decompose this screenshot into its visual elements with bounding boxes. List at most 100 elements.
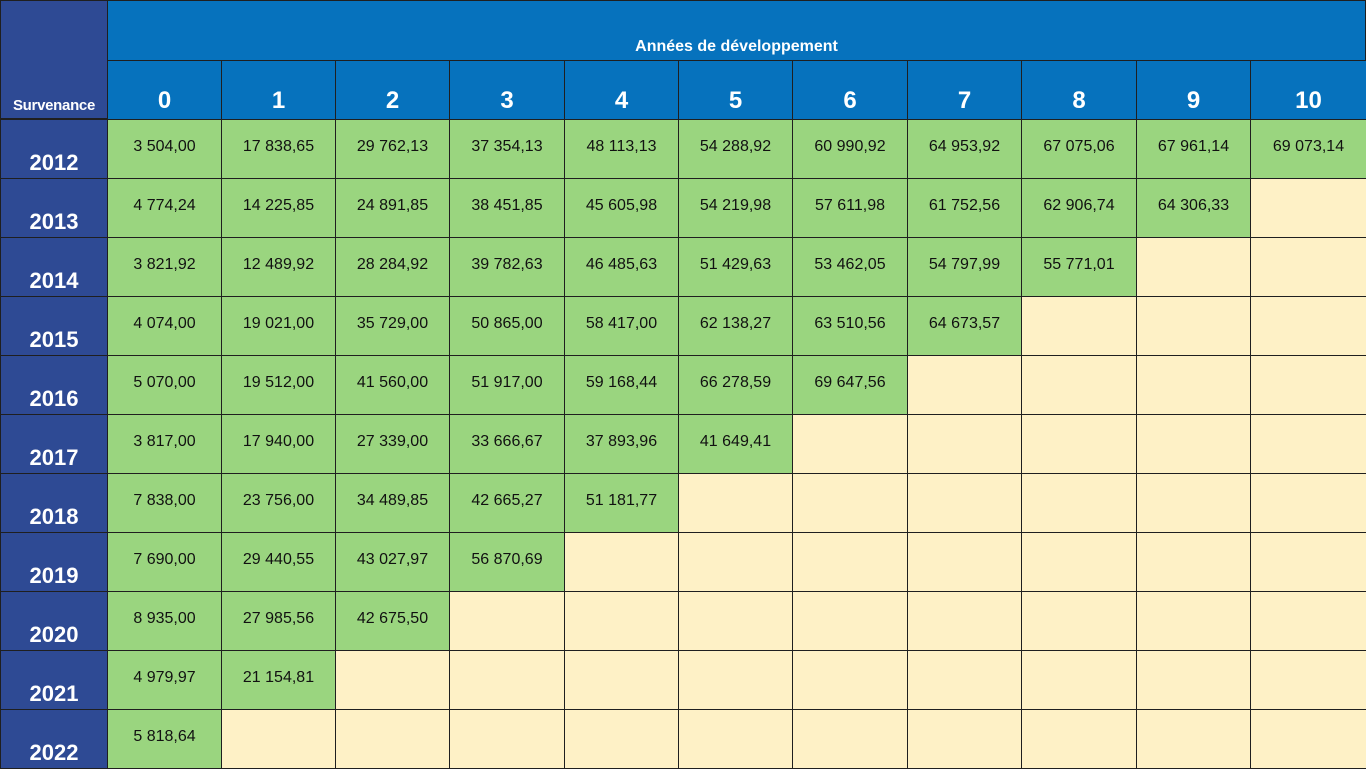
- triangle-value-cell: 12 489,92: [221, 237, 336, 297]
- triangle-value-cell: 54 219,98: [678, 178, 793, 238]
- row-header-2016: 2016: [0, 355, 108, 415]
- empty-cell: [1136, 355, 1251, 415]
- row-header-2021: 2021: [0, 650, 108, 710]
- column-header-6: 6: [792, 60, 908, 120]
- triangle-value-cell: 17 838,65: [221, 119, 336, 179]
- empty-cell: [1250, 414, 1366, 474]
- triangle-value-cell: 67 961,14: [1136, 119, 1251, 179]
- triangle-value-cell: 3 821,92: [107, 237, 222, 297]
- triangle-value-cell: 61 752,56: [907, 178, 1022, 238]
- empty-cell: [449, 650, 565, 710]
- corner-header: Survenance: [0, 0, 108, 119]
- empty-cell: [1021, 532, 1137, 592]
- triangle-value-cell: 64 673,57: [907, 296, 1022, 356]
- empty-cell: [221, 709, 336, 769]
- triangle-value-cell: 51 181,77: [564, 473, 679, 533]
- triangle-value-cell: 50 865,00: [449, 296, 565, 356]
- triangle-value-cell: 17 940,00: [221, 414, 336, 474]
- triangle-value-cell: 58 417,00: [564, 296, 679, 356]
- triangle-value-cell: 29 762,13: [335, 119, 450, 179]
- triangle-value-cell: 54 288,92: [678, 119, 793, 179]
- empty-cell: [1250, 355, 1366, 415]
- triangle-value-cell: 43 027,97: [335, 532, 450, 592]
- empty-cell: [1021, 414, 1137, 474]
- triangle-value-cell: 4 774,24: [107, 178, 222, 238]
- development-years-banner: Années de développement: [107, 0, 1366, 61]
- empty-cell: [564, 532, 679, 592]
- row-header-2012: 2012: [0, 119, 108, 179]
- row-header-2022: 2022: [0, 709, 108, 769]
- empty-cell: [1250, 178, 1366, 238]
- empty-cell: [1021, 355, 1137, 415]
- triangle-value-cell: 3 817,00: [107, 414, 222, 474]
- empty-cell: [1136, 414, 1251, 474]
- triangle-value-cell: 28 284,92: [335, 237, 450, 297]
- triangle-value-cell: 42 675,50: [335, 591, 450, 651]
- triangle-value-cell: 46 485,63: [564, 237, 679, 297]
- row-header-2020: 2020: [0, 591, 108, 651]
- empty-cell: [907, 473, 1022, 533]
- column-header-9: 9: [1136, 60, 1251, 120]
- empty-cell: [907, 709, 1022, 769]
- triangle-value-cell: 55 771,01: [1021, 237, 1137, 297]
- triangle-value-cell: 27 339,00: [335, 414, 450, 474]
- triangle-value-cell: 69 647,56: [792, 355, 908, 415]
- empty-cell: [335, 709, 450, 769]
- empty-cell: [1021, 473, 1137, 533]
- empty-cell: [449, 709, 565, 769]
- triangle-value-cell: 62 138,27: [678, 296, 793, 356]
- column-header-10: 10: [1250, 60, 1366, 120]
- triangle-value-cell: 35 729,00: [335, 296, 450, 356]
- empty-cell: [1250, 709, 1366, 769]
- triangle-value-cell: 63 510,56: [792, 296, 908, 356]
- triangle-value-cell: 21 154,81: [221, 650, 336, 710]
- empty-cell: [792, 532, 908, 592]
- empty-cell: [678, 532, 793, 592]
- column-header-0: 0: [107, 60, 222, 120]
- triangle-value-cell: 7 690,00: [107, 532, 222, 592]
- empty-cell: [792, 591, 908, 651]
- triangle-value-cell: 39 782,63: [449, 237, 565, 297]
- triangle-value-cell: 34 489,85: [335, 473, 450, 533]
- row-header-2014: 2014: [0, 237, 108, 297]
- triangle-value-cell: 51 429,63: [678, 237, 793, 297]
- row-header-2017: 2017: [0, 414, 108, 474]
- triangle-value-cell: 67 075,06: [1021, 119, 1137, 179]
- triangle-value-cell: 24 891,85: [335, 178, 450, 238]
- row-header-2013: 2013: [0, 178, 108, 238]
- empty-cell: [678, 650, 793, 710]
- empty-cell: [1021, 650, 1137, 710]
- column-header-8: 8: [1021, 60, 1137, 120]
- triangle-value-cell: 64 306,33: [1136, 178, 1251, 238]
- triangle-value-cell: 37 893,96: [564, 414, 679, 474]
- triangle-value-cell: 14 225,85: [221, 178, 336, 238]
- empty-cell: [1250, 591, 1366, 651]
- triangle-value-cell: 69 073,14: [1250, 119, 1366, 179]
- triangle-value-cell: 19 512,00: [221, 355, 336, 415]
- triangle-value-cell: 29 440,55: [221, 532, 336, 592]
- column-header-7: 7: [907, 60, 1022, 120]
- triangle-value-cell: 51 917,00: [449, 355, 565, 415]
- empty-cell: [1136, 296, 1251, 356]
- empty-cell: [678, 473, 793, 533]
- empty-cell: [1136, 532, 1251, 592]
- empty-cell: [1021, 591, 1137, 651]
- empty-cell: [1136, 650, 1251, 710]
- row-header-2019: 2019: [0, 532, 108, 592]
- empty-cell: [1021, 709, 1137, 769]
- triangle-value-cell: 37 354,13: [449, 119, 565, 179]
- triangle-value-cell: 54 797,99: [907, 237, 1022, 297]
- empty-cell: [792, 414, 908, 474]
- empty-cell: [907, 414, 1022, 474]
- empty-cell: [907, 532, 1022, 592]
- triangle-value-cell: 57 611,98: [792, 178, 908, 238]
- empty-cell: [1250, 473, 1366, 533]
- empty-cell: [907, 650, 1022, 710]
- empty-cell: [1136, 473, 1251, 533]
- triangle-value-cell: 4 979,97: [107, 650, 222, 710]
- triangle-value-cell: 59 168,44: [564, 355, 679, 415]
- empty-cell: [564, 709, 679, 769]
- empty-cell: [792, 709, 908, 769]
- triangle-value-cell: 66 278,59: [678, 355, 793, 415]
